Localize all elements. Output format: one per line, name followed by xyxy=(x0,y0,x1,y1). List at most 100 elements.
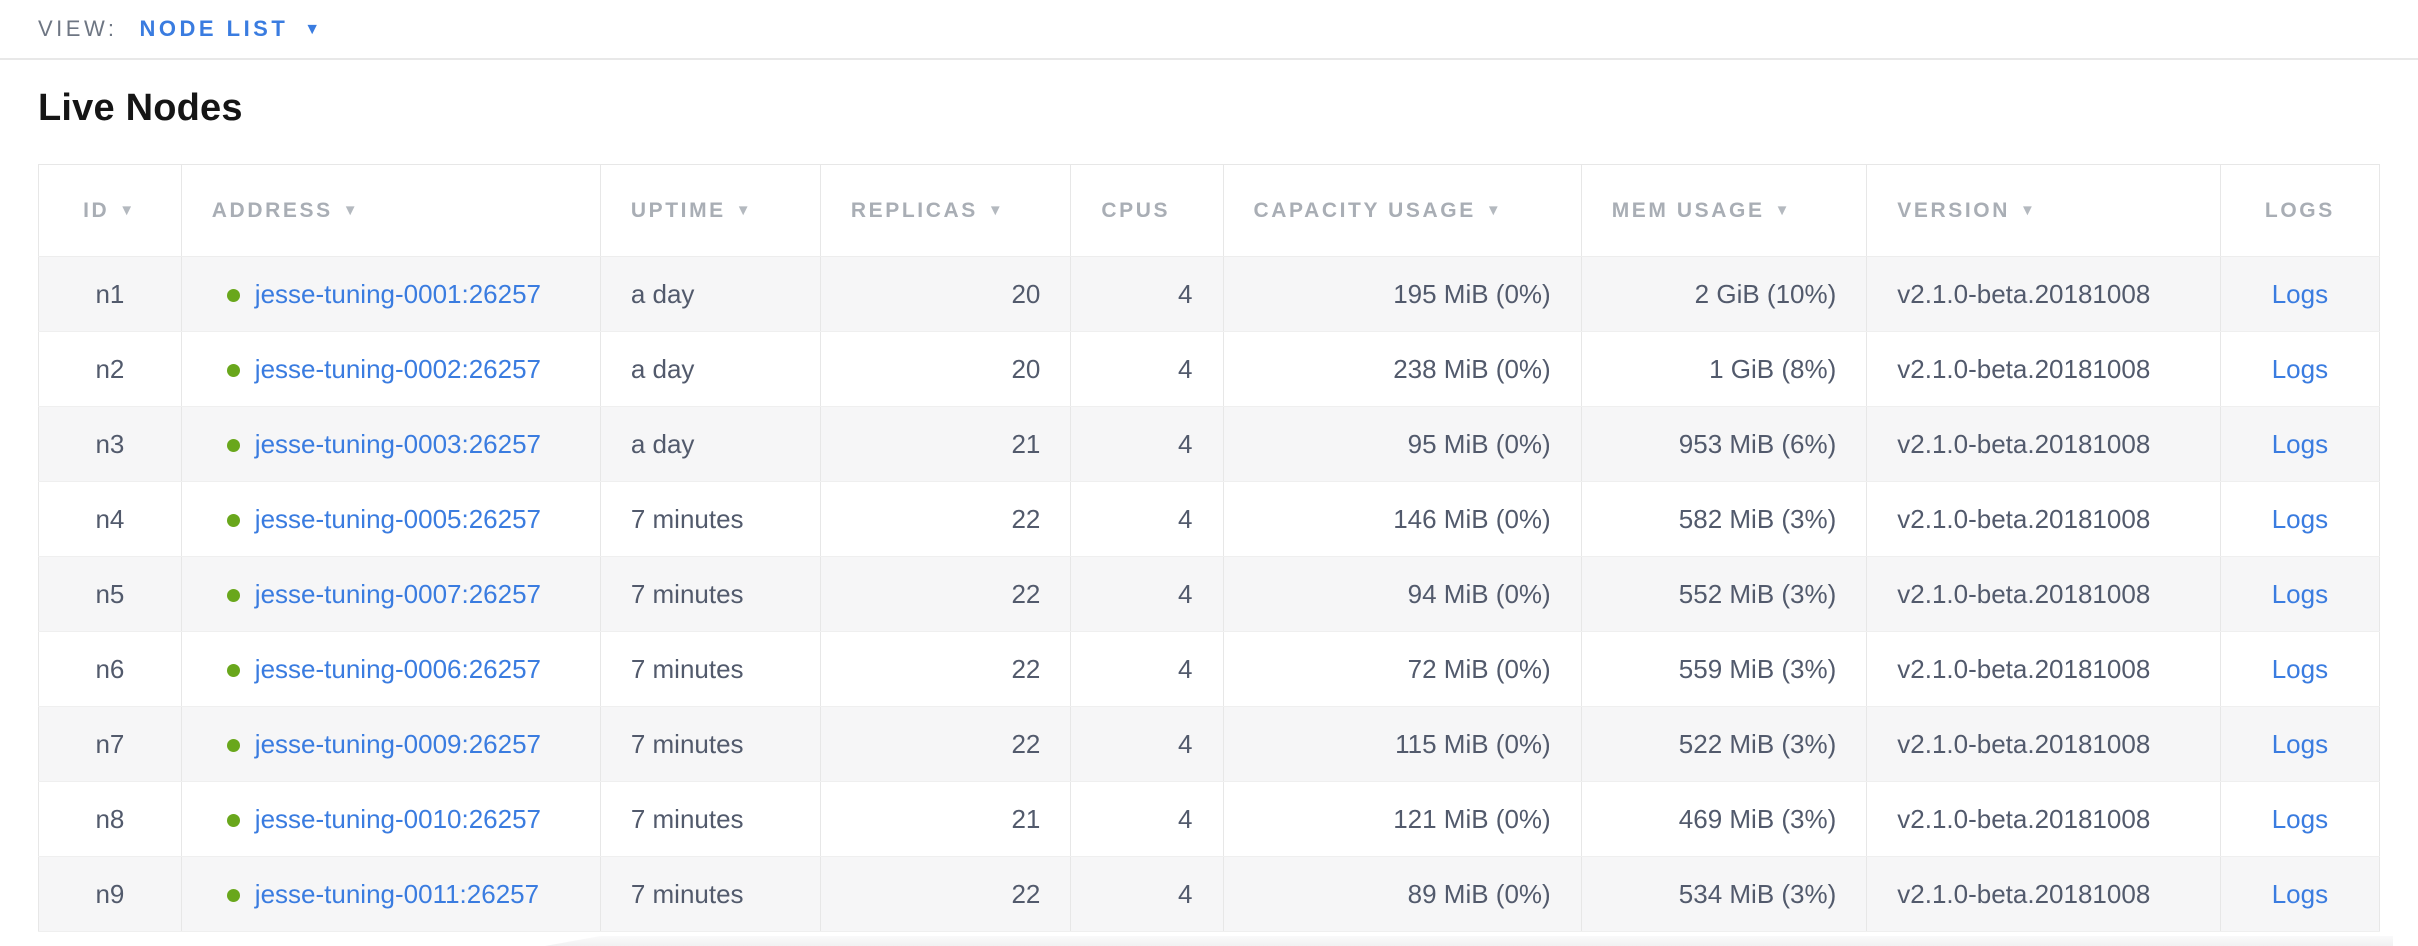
node-logs-cell: Logs xyxy=(2219,781,2380,857)
column-header-label: ID xyxy=(83,198,110,222)
node-address-link[interactable]: jesse-tuning-0010:26257 xyxy=(254,803,542,834)
node-capacity-usage: 89 MiB (0%) xyxy=(1407,878,1551,909)
node-address-link[interactable]: jesse-tuning-0011:26257 xyxy=(254,878,540,909)
node-uptime: 7 minutes xyxy=(630,578,744,609)
node-address-cell: jesse-tuning-0003:26257 xyxy=(180,406,601,482)
node-address-cell: jesse-tuning-0006:26257 xyxy=(180,631,601,707)
logs-link[interactable]: Logs xyxy=(2271,803,2329,834)
node-capacity-usage: 238 MiB (0%) xyxy=(1393,353,1551,384)
node-uptime: a day xyxy=(630,428,695,459)
node-version-cell: v2.1.0-beta.20181008 xyxy=(1866,406,2221,482)
node-address-link[interactable]: jesse-tuning-0005:26257 xyxy=(254,503,542,534)
view-selector-bar: VIEW: NODE LIST ▼ xyxy=(0,0,2418,60)
live-status-icon xyxy=(226,438,240,452)
logs-link[interactable]: Logs xyxy=(2271,878,2329,909)
node-address-link[interactable]: jesse-tuning-0006:26257 xyxy=(254,653,542,684)
sort-descending-icon: ▼ xyxy=(342,201,361,219)
live-status-icon xyxy=(226,588,240,602)
node-cpus-cell: 4 xyxy=(1070,706,1224,782)
node-id: n3 xyxy=(95,428,125,459)
page-bottom-shadow xyxy=(545,936,2393,946)
table-header-row: ID ▼ ADDRESS ▼ UPTIME ▼ REPLICAS ▼ CPUS CAPA… xyxy=(38,164,2380,257)
node-version-cell: v2.1.0-beta.20181008 xyxy=(1866,556,2221,632)
node-cpus: 4 xyxy=(1178,353,1193,384)
column-header-version[interactable]: VERSION ▼ xyxy=(1866,164,2221,257)
node-cpus: 4 xyxy=(1178,278,1193,309)
node-address-link[interactable]: jesse-tuning-0001:26257 xyxy=(254,278,542,309)
column-header-label: CPUS xyxy=(1101,198,1171,222)
node-capacity-usage-cell: 195 MiB (0%) xyxy=(1222,256,1582,332)
column-header-uptime[interactable]: UPTIME ▼ xyxy=(599,164,821,257)
node-replicas-cell: 20 xyxy=(819,256,1071,332)
node-uptime-cell: 7 minutes xyxy=(599,481,821,557)
node-address-link[interactable]: jesse-tuning-0007:26257 xyxy=(254,578,542,609)
column-header-label: REPLICAS xyxy=(850,198,978,222)
live-nodes-table: ID ▼ ADDRESS ▼ UPTIME ▼ REPLICAS ▼ CPUS CAPA… xyxy=(38,164,2380,932)
node-cpus: 4 xyxy=(1178,803,1193,834)
node-replicas: 20 xyxy=(1011,278,1041,309)
column-header-id[interactable]: ID ▼ xyxy=(38,164,182,257)
node-address-cell: jesse-tuning-0007:26257 xyxy=(180,556,601,632)
logs-link[interactable]: Logs xyxy=(2271,278,2329,309)
logs-link[interactable]: Logs xyxy=(2271,428,2329,459)
table-body: n1 jesse-tuning-0001:26257 a day 20 4 19… xyxy=(38,256,2380,932)
node-replicas-cell: 22 xyxy=(819,706,1071,782)
live-status-icon xyxy=(226,288,240,302)
logs-link[interactable]: Logs xyxy=(2271,578,2329,609)
node-cpus-cell: 4 xyxy=(1070,331,1224,407)
node-replicas: 20 xyxy=(1011,353,1041,384)
node-id-cell: n1 xyxy=(38,256,182,332)
node-address-link[interactable]: jesse-tuning-0002:26257 xyxy=(254,353,542,384)
logs-link[interactable]: Logs xyxy=(2271,503,2329,534)
node-uptime: 7 minutes xyxy=(630,503,744,534)
node-version: v2.1.0-beta.20181008 xyxy=(1897,803,2151,834)
node-id: n7 xyxy=(95,728,125,759)
node-version-cell: v2.1.0-beta.20181008 xyxy=(1866,781,2221,857)
node-version-cell: v2.1.0-beta.20181008 xyxy=(1866,856,2221,932)
logs-link[interactable]: Logs xyxy=(2271,653,2329,684)
column-header-label: CAPACITY USAGE xyxy=(1253,198,1476,222)
view-dropdown[interactable]: NODE LIST ▼ xyxy=(139,16,320,42)
node-uptime: a day xyxy=(630,353,695,384)
node-logs-cell: Logs xyxy=(2219,406,2380,482)
logs-link[interactable]: Logs xyxy=(2271,728,2329,759)
node-capacity-usage: 94 MiB (0%) xyxy=(1407,578,1551,609)
column-header-address[interactable]: ADDRESS ▼ xyxy=(180,164,601,257)
node-logs-cell: Logs xyxy=(2219,331,2380,407)
sort-descending-icon: ▼ xyxy=(1774,201,1793,219)
sort-descending-icon: ▼ xyxy=(2020,201,2038,219)
node-capacity-usage-cell: 89 MiB (0%) xyxy=(1222,856,1582,932)
live-status-icon xyxy=(226,888,240,902)
column-header-label: MEM USAGE xyxy=(1611,198,1765,222)
node-cpus: 4 xyxy=(1178,728,1193,759)
node-mem-usage-cell: 2 GiB (10%) xyxy=(1580,256,1867,332)
node-cpus: 4 xyxy=(1178,428,1193,459)
logs-link[interactable]: Logs xyxy=(2271,353,2329,384)
node-address-cell: jesse-tuning-0011:26257 xyxy=(180,856,601,932)
node-id: n8 xyxy=(95,803,125,834)
node-replicas: 22 xyxy=(1011,728,1041,759)
node-logs-cell: Logs xyxy=(2219,856,2380,932)
node-replicas: 21 xyxy=(1011,428,1041,459)
node-mem-usage-cell: 552 MiB (3%) xyxy=(1580,556,1867,632)
node-address-link[interactable]: jesse-tuning-0003:26257 xyxy=(254,428,542,459)
column-header-capacity[interactable]: CAPACITY USAGE ▼ xyxy=(1222,164,1582,257)
live-status-icon xyxy=(226,663,240,677)
node-mem-usage-cell: 953 MiB (6%) xyxy=(1580,406,1867,482)
node-uptime: a day xyxy=(630,278,695,309)
table-row: n9 jesse-tuning-0011:26257 7 minutes 22 … xyxy=(38,856,2380,932)
column-header-mem[interactable]: MEM USAGE ▼ xyxy=(1580,164,1867,257)
node-id-cell: n6 xyxy=(38,631,182,707)
node-id-cell: n3 xyxy=(38,406,182,482)
node-version-cell: v2.1.0-beta.20181008 xyxy=(1866,706,2221,782)
node-mem-usage-cell: 582 MiB (3%) xyxy=(1580,481,1867,557)
node-version-cell: v2.1.0-beta.20181008 xyxy=(1866,631,2221,707)
node-mem-usage-cell: 522 MiB (3%) xyxy=(1580,706,1867,782)
node-replicas: 22 xyxy=(1011,578,1041,609)
node-cpus-cell: 4 xyxy=(1070,856,1224,932)
node-id: n1 xyxy=(95,278,125,309)
node-address-link[interactable]: jesse-tuning-0009:26257 xyxy=(254,728,542,759)
node-id: n4 xyxy=(95,503,125,534)
node-mem-usage: 559 MiB (3%) xyxy=(1678,653,1837,684)
column-header-replicas[interactable]: REPLICAS ▼ xyxy=(819,164,1071,257)
